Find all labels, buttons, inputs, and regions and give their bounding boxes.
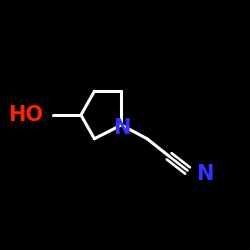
Text: HO: HO xyxy=(8,105,43,125)
Text: N: N xyxy=(114,118,131,138)
Text: N: N xyxy=(196,164,214,184)
